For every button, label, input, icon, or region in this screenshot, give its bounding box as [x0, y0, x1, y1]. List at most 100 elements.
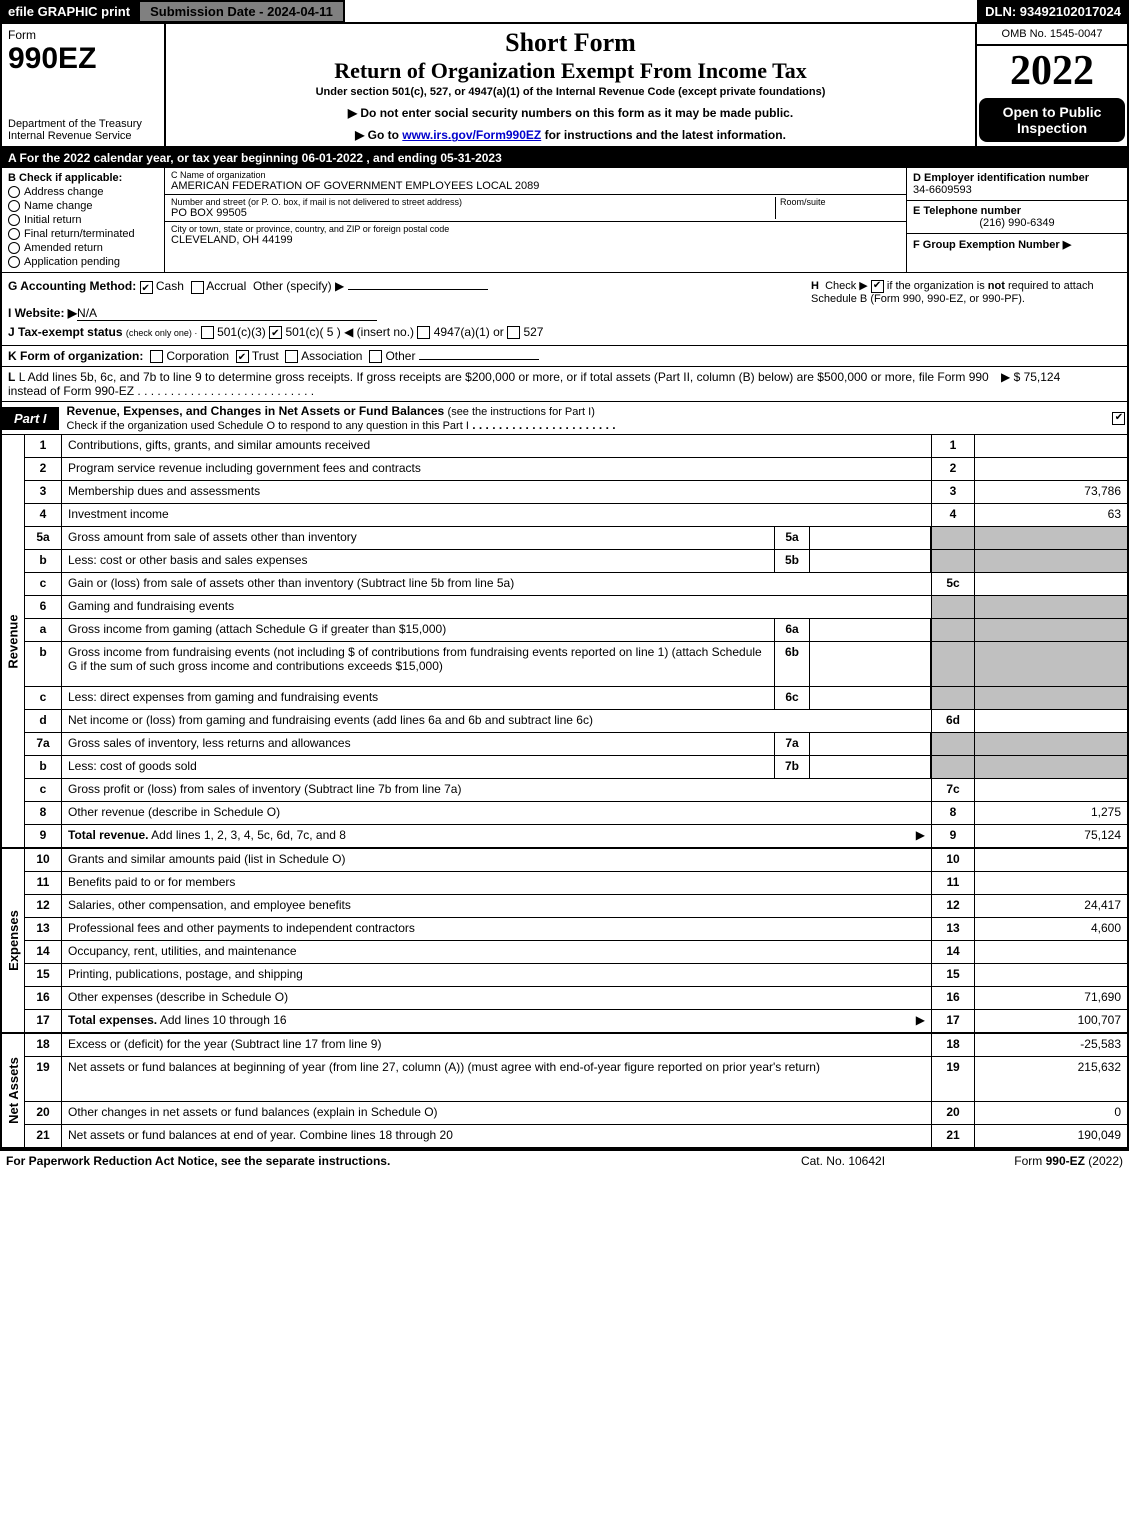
line-number: 7a [25, 733, 62, 755]
chk-cash[interactable] [140, 281, 153, 294]
tax-year: 2022 [977, 46, 1127, 96]
subtitle: Under section 501(c), 527, or 4947(a)(1)… [176, 86, 965, 98]
line-description: Total expenses. Add lines 10 through 16▶ [62, 1010, 931, 1032]
line-description: Professional fees and other payments to … [62, 918, 931, 940]
section-c: C Name of organization AMERICAN FEDERATI… [165, 168, 906, 272]
sub-line-number: 7b [774, 756, 810, 778]
street-value: PO BOX 99505 [171, 207, 775, 219]
block-ghi: G Accounting Method: Cash Accrual Other … [2, 273, 1127, 346]
right-line-number: 14 [931, 941, 975, 963]
line-value: 190,049 [975, 1125, 1127, 1147]
line-description: Gross income from gaming (attach Schedul… [62, 619, 774, 641]
header-right: OMB No. 1545-0047 2022 Open to Public In… [975, 24, 1127, 146]
line-number: 19 [25, 1057, 62, 1101]
line-number: c [25, 687, 62, 709]
right-line-number: 5c [931, 573, 975, 595]
table-row: dNet income or (loss) from gaming and fu… [25, 709, 1127, 732]
chk-address-change[interactable]: Address change [8, 186, 158, 198]
line-number: 1 [25, 435, 62, 457]
line-description: Gaming and fundraising events [62, 596, 931, 618]
chk-527[interactable] [507, 326, 520, 339]
instruction-link: ▶ Go to www.irs.gov/Form990EZ for instru… [176, 128, 965, 142]
right-line-number: 2 [931, 458, 975, 480]
line-description: Grants and similar amounts paid (list in… [62, 849, 931, 871]
section-de: D Employer identification number 34-6609… [906, 168, 1127, 272]
line-number: b [25, 550, 62, 572]
chk-accrual[interactable] [191, 281, 204, 294]
chk-name-change[interactable]: Name change [8, 200, 158, 212]
chk-final-return[interactable]: Final return/terminated [8, 228, 158, 240]
efile-label[interactable]: efile GRAPHIC print [0, 4, 138, 19]
line-number: 17 [25, 1010, 62, 1032]
chk-sched-b[interactable] [871, 280, 884, 293]
chk-pending[interactable]: Application pending [8, 256, 158, 268]
line-value: 71,690 [975, 987, 1127, 1009]
chk-4947[interactable] [417, 326, 430, 339]
sub-line-number: 6a [774, 619, 810, 641]
short-form-title: Short Form [176, 28, 965, 58]
right-line-number: 20 [931, 1102, 975, 1124]
sub-line-value [810, 687, 931, 709]
website-value: N/A [77, 306, 377, 321]
chk-schedule-o[interactable] [1112, 412, 1125, 425]
line-description: Gross income from fundraising events (no… [62, 642, 774, 686]
chk-501c[interactable] [269, 326, 282, 339]
line-description: Benefits paid to or for members [62, 872, 931, 894]
irs-link[interactable]: www.irs.gov/Form990EZ [402, 128, 541, 142]
line-number: 12 [25, 895, 62, 917]
line-number: 15 [25, 964, 62, 986]
table-row: 2Program service revenue including gover… [25, 457, 1127, 480]
instruction-ssn: ▶ Do not enter social security numbers o… [176, 106, 965, 120]
line-value [975, 458, 1127, 480]
chk-initial-return[interactable]: Initial return [8, 214, 158, 226]
chk-501c3[interactable] [201, 326, 214, 339]
section-g: G Accounting Method: Cash Accrual Other … [8, 279, 811, 293]
form-990ez: Form 990EZ Department of the Treasury In… [0, 22, 1129, 1151]
line-value: 215,632 [975, 1057, 1127, 1101]
line-number: 6 [25, 596, 62, 618]
part-1-header: Part I Revenue, Expenses, and Changes in… [2, 402, 1127, 435]
ein-value: 34-6609593 [913, 184, 1121, 196]
table-row: 16Other expenses (describe in Schedule O… [25, 986, 1127, 1009]
sub-line-number: 5b [774, 550, 810, 572]
line-number: 11 [25, 872, 62, 894]
chk-assoc[interactable] [285, 350, 298, 363]
line-description: Less: direct expenses from gaming and fu… [62, 687, 774, 709]
top-bar: efile GRAPHIC print Submission Date - 20… [0, 0, 1129, 22]
sub-line-value [810, 642, 931, 686]
table-row: bGross income from fundraising events (n… [25, 641, 1127, 686]
section-l: L L Add lines 5b, 6c, and 7b to line 9 t… [2, 367, 1127, 402]
chk-other-org[interactable] [369, 350, 382, 363]
room-label: Room/suite [780, 197, 900, 207]
line-description: Gain or (loss) from sale of assets other… [62, 573, 931, 595]
paperwork-notice: For Paperwork Reduction Act Notice, see … [6, 1154, 743, 1168]
form-header: Form 990EZ Department of the Treasury In… [2, 24, 1127, 148]
table-row: 21Net assets or fund balances at end of … [25, 1124, 1127, 1147]
header-center: Short Form Return of Organization Exempt… [166, 24, 975, 146]
form-number: 990EZ [8, 42, 158, 76]
org-name: AMERICAN FEDERATION OF GOVERNMENT EMPLOY… [171, 180, 900, 192]
chk-corp[interactable] [150, 350, 163, 363]
line-value [975, 872, 1127, 894]
line-number: 21 [25, 1125, 62, 1147]
line-description: Less: cost of goods sold [62, 756, 774, 778]
line-value [975, 964, 1127, 986]
section-h: H Check ▶ if the organization is not req… [811, 279, 1121, 339]
table-row: 12Salaries, other compensation, and empl… [25, 894, 1127, 917]
sub-line-value [810, 550, 931, 572]
right-line-number: 7c [931, 779, 975, 801]
chk-trust[interactable] [236, 350, 249, 363]
line-description: Less: cost or other basis and sales expe… [62, 550, 774, 572]
sub-line-value [810, 756, 931, 778]
right-line-number: 10 [931, 849, 975, 871]
line-value: 0 [975, 1102, 1127, 1124]
form-ref: Form 990-EZ (2022) [943, 1154, 1123, 1168]
table-row: 13Professional fees and other payments t… [25, 917, 1127, 940]
table-row: aGross income from gaming (attach Schedu… [25, 618, 1127, 641]
line-value: -25,583 [975, 1034, 1127, 1056]
right-line-number: 17 [931, 1010, 975, 1032]
line-description: Contributions, gifts, grants, and simila… [62, 435, 931, 457]
line-number: 2 [25, 458, 62, 480]
chk-amended[interactable]: Amended return [8, 242, 158, 254]
submission-date: Submission Date - 2024-04-11 [138, 0, 345, 23]
